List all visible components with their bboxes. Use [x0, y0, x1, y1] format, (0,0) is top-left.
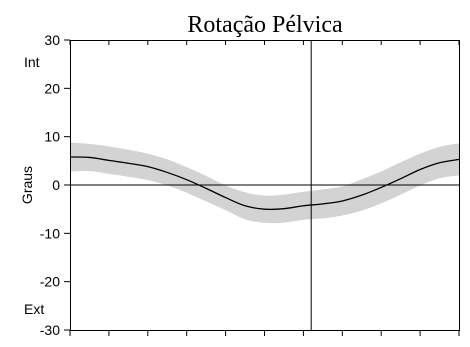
std-dev-band [70, 142, 459, 224]
mean-line [69, 156, 460, 211]
y-axis-label: Graus [19, 166, 35, 204]
plot-frame [70, 40, 460, 331]
y-tick-label: -30 [40, 322, 60, 338]
y-tick-label: 0 [52, 177, 60, 193]
annotation-ext: Ext [24, 301, 44, 317]
plot-area [64, 39, 460, 336]
annotation-int: Int [24, 54, 40, 70]
y-tick-label: -10 [40, 225, 60, 241]
y-tick-label: 20 [44, 80, 60, 96]
y-tick-label: -20 [40, 274, 60, 290]
y-tick-label: 10 [44, 129, 60, 145]
y-tick-label: 30 [44, 32, 60, 48]
chart-title: Rotação Pélvica [187, 12, 343, 38]
